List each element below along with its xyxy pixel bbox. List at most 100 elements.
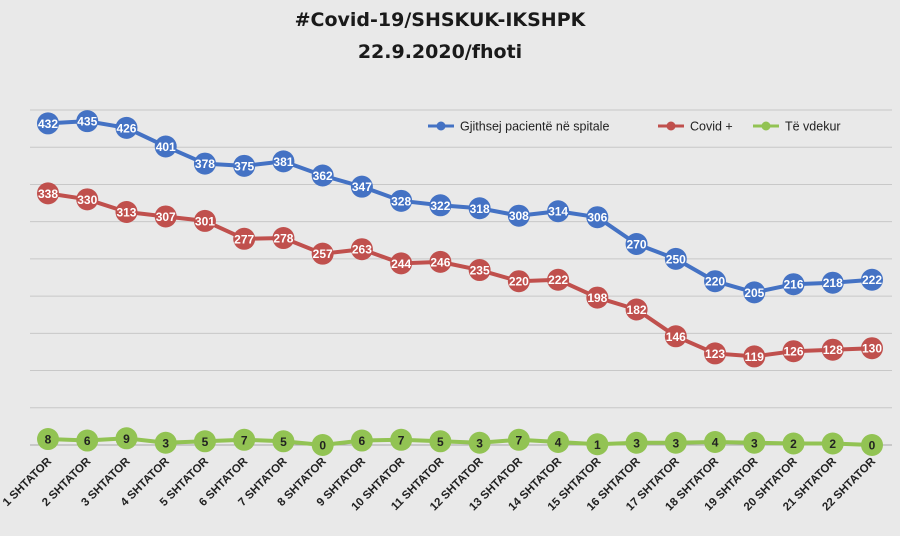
data-label: 2 xyxy=(790,437,797,451)
data-label: 8 xyxy=(45,433,52,447)
data-label: 250 xyxy=(666,252,686,266)
data-label: 277 xyxy=(234,232,254,246)
data-label: 301 xyxy=(195,214,215,228)
data-point xyxy=(743,431,766,454)
legend-label: Gjithsej pacientë në spitale xyxy=(460,120,609,134)
data-label: 5 xyxy=(437,435,444,449)
data-point xyxy=(193,430,216,453)
data-point xyxy=(154,431,177,454)
data-label: 3 xyxy=(633,436,640,450)
data-point xyxy=(468,197,491,220)
data-point xyxy=(311,164,334,187)
data-point xyxy=(154,205,177,228)
data-label: 222 xyxy=(862,273,882,287)
data-point xyxy=(586,206,609,229)
data-point xyxy=(547,268,570,291)
data-label: 426 xyxy=(116,121,136,135)
data-point xyxy=(821,432,844,455)
data-point xyxy=(664,247,687,270)
data-label: 435 xyxy=(77,115,97,129)
data-point xyxy=(233,154,256,177)
data-point xyxy=(547,200,570,223)
data-label: 5 xyxy=(280,435,287,449)
data-point xyxy=(664,431,687,454)
data-point xyxy=(233,227,256,250)
data-label: 263 xyxy=(352,243,372,257)
data-point xyxy=(743,281,766,304)
data-point xyxy=(154,135,177,158)
data-label: 375 xyxy=(234,159,254,173)
legend-item: Gjithsej pacientë në spitale xyxy=(428,120,609,134)
data-label: 4 xyxy=(555,436,562,450)
data-label: 330 xyxy=(77,193,97,207)
data-point xyxy=(193,209,216,232)
data-label: 128 xyxy=(823,343,843,357)
data-point xyxy=(429,250,452,273)
data-label: 3 xyxy=(476,436,483,450)
data-label: 146 xyxy=(666,330,686,344)
data-label: 220 xyxy=(705,275,725,289)
data-point xyxy=(193,152,216,175)
data-label: 381 xyxy=(273,155,293,169)
legend-label: Covid + xyxy=(690,120,733,134)
data-point xyxy=(390,252,413,275)
data-point xyxy=(272,430,295,453)
data-label: 5 xyxy=(202,435,209,449)
data-label: 198 xyxy=(587,291,607,305)
data-label: 205 xyxy=(744,286,764,300)
data-label: 7 xyxy=(241,433,248,447)
data-label: 0 xyxy=(869,439,876,453)
data-point xyxy=(468,431,491,454)
data-label: 123 xyxy=(705,347,725,361)
data-point xyxy=(272,227,295,250)
data-point xyxy=(429,430,452,453)
data-point xyxy=(76,110,99,133)
legend-label: Të vdekur xyxy=(785,120,841,134)
data-label: 2 xyxy=(829,437,836,451)
data-point xyxy=(861,434,883,456)
data-label: 278 xyxy=(273,232,293,246)
data-label: 306 xyxy=(587,211,607,225)
data-label: 338 xyxy=(38,187,58,201)
data-label: 126 xyxy=(784,345,804,359)
data-label: 307 xyxy=(156,210,176,224)
data-label: 318 xyxy=(470,202,490,216)
data-point xyxy=(704,342,727,365)
data-point xyxy=(311,242,334,265)
series-line xyxy=(47,119,873,295)
data-label: 244 xyxy=(391,257,411,271)
data-label: 7 xyxy=(516,433,523,447)
data-point xyxy=(115,427,138,450)
data-label: 4 xyxy=(712,436,719,450)
data-point xyxy=(821,271,844,294)
legend-swatch-marker xyxy=(436,121,446,131)
chart-title: #Covid-19/SHSKUK-IKSHPK xyxy=(295,9,587,31)
data-label: 7 xyxy=(398,433,405,447)
data-point xyxy=(704,431,727,454)
data-label: 246 xyxy=(430,255,450,269)
data-point xyxy=(76,188,99,211)
data-label: 314 xyxy=(548,205,568,219)
data-label: 3 xyxy=(162,436,169,450)
data-point xyxy=(390,428,413,451)
data-label: 3 xyxy=(672,436,679,450)
data-point xyxy=(350,429,373,452)
data-point xyxy=(861,268,883,291)
data-point xyxy=(311,434,334,456)
data-point xyxy=(782,432,805,455)
data-label: 3 xyxy=(751,436,758,450)
series-1: 432 435 426 401 378 375 381 362 347 328 322 318 308 3… xyxy=(37,110,883,304)
data-point xyxy=(350,175,373,198)
data-label: 119 xyxy=(745,350,765,364)
data-point xyxy=(429,194,452,217)
data-point xyxy=(507,428,530,451)
data-point xyxy=(861,337,883,360)
data-point xyxy=(350,238,373,261)
data-label: 218 xyxy=(823,276,843,290)
data-label: 313 xyxy=(116,205,136,219)
series-line xyxy=(47,191,873,359)
data-point xyxy=(507,270,530,293)
